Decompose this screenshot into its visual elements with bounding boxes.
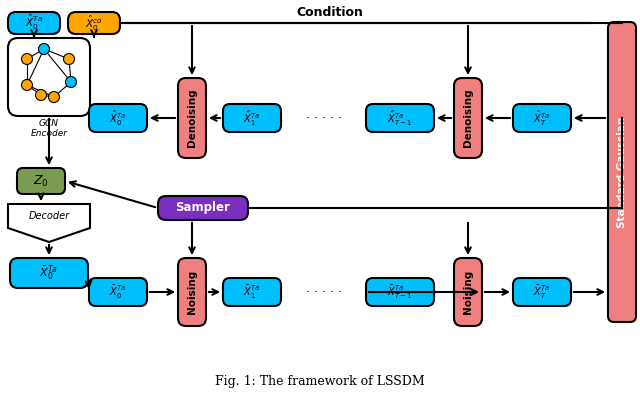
FancyBboxPatch shape <box>454 78 482 158</box>
Text: Noising: Noising <box>187 270 197 314</box>
Circle shape <box>65 76 77 88</box>
Text: $\hat{X}_0^{Ta}$: $\hat{X}_0^{Ta}$ <box>109 109 127 128</box>
Text: $Z_0$: $Z_0$ <box>33 173 49 188</box>
Text: · · · · ·: · · · · · <box>305 286 342 299</box>
Text: Decoder: Decoder <box>28 211 70 221</box>
FancyBboxPatch shape <box>89 278 147 306</box>
Text: $\bar{X}_0^{Ta}$: $\bar{X}_0^{Ta}$ <box>109 284 127 301</box>
FancyBboxPatch shape <box>68 12 120 34</box>
Text: Noising: Noising <box>463 270 473 314</box>
FancyBboxPatch shape <box>454 258 482 326</box>
FancyBboxPatch shape <box>8 12 60 34</box>
FancyBboxPatch shape <box>513 278 571 306</box>
Circle shape <box>35 89 47 101</box>
FancyBboxPatch shape <box>158 196 248 220</box>
Text: $\hat{X}_T^{Ta}$: $\hat{X}_T^{Ta}$ <box>534 109 550 128</box>
Text: $\bar{X}_0^{Ta}$: $\bar{X}_0^{Ta}$ <box>40 263 59 283</box>
Circle shape <box>22 80 33 91</box>
Text: Condition: Condition <box>296 6 364 19</box>
Circle shape <box>49 91 60 103</box>
Text: Standard Gaussian: Standard Gaussian <box>617 116 627 228</box>
Text: $\bar{X}_T^{Ta}$: $\bar{X}_T^{Ta}$ <box>534 284 550 301</box>
Text: Fig. 1: The framework of LSSDM: Fig. 1: The framework of LSSDM <box>215 375 425 388</box>
Text: $\tilde{X}_0^{Ta}$: $\tilde{X}_0^{Ta}$ <box>25 14 43 32</box>
Text: $\hat{X}_{T-1}^{Ta}$: $\hat{X}_{T-1}^{Ta}$ <box>387 109 413 128</box>
FancyBboxPatch shape <box>608 22 636 322</box>
Circle shape <box>63 53 74 65</box>
FancyBboxPatch shape <box>366 104 434 132</box>
FancyBboxPatch shape <box>178 258 206 326</box>
FancyBboxPatch shape <box>10 258 88 288</box>
Text: $\hat{X}_1^{Ta}$: $\hat{X}_1^{Ta}$ <box>243 109 260 128</box>
Text: GCN
Encoder: GCN Encoder <box>31 119 67 138</box>
FancyBboxPatch shape <box>223 104 281 132</box>
Text: Denoising: Denoising <box>463 89 473 147</box>
Circle shape <box>22 53 33 65</box>
FancyBboxPatch shape <box>223 278 281 306</box>
Text: $\bar{X}_1^{Ta}$: $\bar{X}_1^{Ta}$ <box>243 284 260 301</box>
FancyBboxPatch shape <box>89 104 147 132</box>
FancyBboxPatch shape <box>17 168 65 194</box>
Circle shape <box>38 44 49 55</box>
Polygon shape <box>8 204 90 242</box>
Text: $\hat{X}_0^{co}$: $\hat{X}_0^{co}$ <box>85 13 103 32</box>
FancyBboxPatch shape <box>178 78 206 158</box>
Text: Sampler: Sampler <box>175 202 230 215</box>
FancyBboxPatch shape <box>8 38 90 116</box>
Text: $\bar{X}_{T-1}^{Ta}$: $\bar{X}_{T-1}^{Ta}$ <box>387 284 413 301</box>
Text: Denoising: Denoising <box>187 89 197 147</box>
Text: · · · · ·: · · · · · <box>305 112 342 124</box>
FancyBboxPatch shape <box>366 278 434 306</box>
FancyBboxPatch shape <box>513 104 571 132</box>
